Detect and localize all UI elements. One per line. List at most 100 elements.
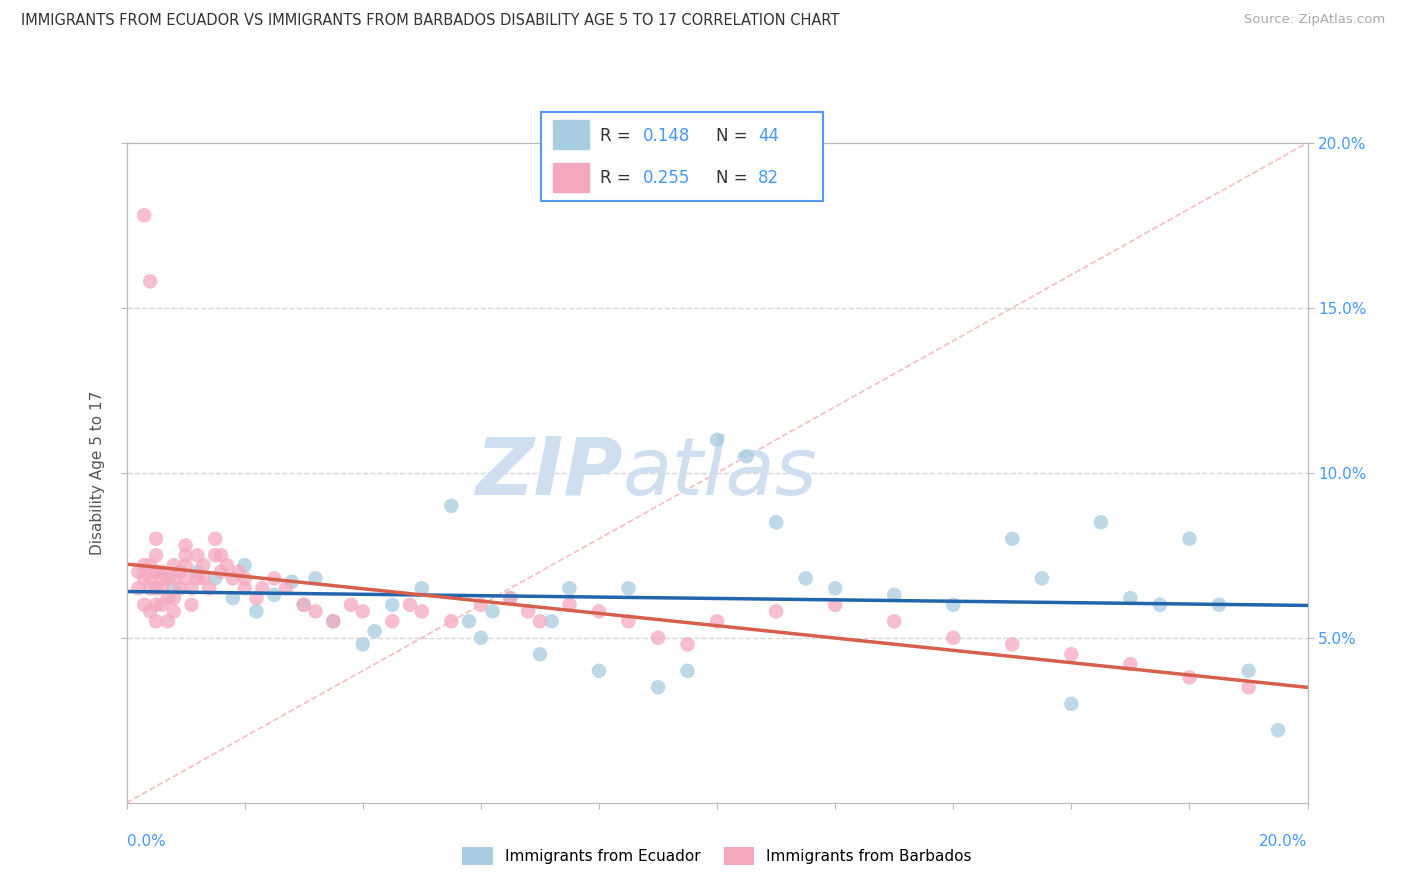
Point: [499, 591, 522, 606]
Point: [215, 558, 238, 573]
Point: [209, 565, 232, 579]
Point: [209, 548, 232, 563]
Point: [163, 604, 186, 618]
Point: [942, 631, 965, 645]
Text: IMMIGRANTS FROM ECUADOR VS IMMIGRANTS FROM BARBADOS DISABILITY AGE 5 TO 17 CORRE: IMMIGRANTS FROM ECUADOR VS IMMIGRANTS FR…: [21, 13, 839, 29]
Point: [540, 614, 562, 628]
Point: [204, 548, 226, 563]
Point: [499, 591, 522, 606]
Point: [735, 450, 758, 464]
Point: [134, 208, 156, 222]
Point: [145, 565, 167, 579]
Legend: Immigrants from Ecuador, Immigrants from Barbados: Immigrants from Ecuador, Immigrants from…: [456, 841, 979, 871]
Point: [233, 582, 256, 596]
Point: [322, 614, 344, 628]
Point: [198, 582, 221, 596]
Point: [1090, 516, 1112, 530]
Point: [150, 565, 173, 579]
Point: [233, 558, 256, 573]
Point: [150, 582, 173, 596]
Point: [169, 565, 191, 579]
Point: [145, 614, 167, 628]
Point: [145, 598, 167, 612]
Point: [676, 664, 699, 678]
Point: [322, 614, 344, 628]
Point: [1031, 571, 1053, 585]
Point: [411, 582, 433, 596]
Point: [1119, 657, 1142, 672]
Point: [647, 680, 669, 694]
Point: [794, 571, 817, 585]
Point: [174, 548, 197, 563]
Point: [1149, 598, 1171, 612]
Point: [1237, 664, 1260, 678]
Point: [765, 604, 787, 618]
Point: [204, 571, 226, 585]
Point: [134, 571, 156, 585]
Y-axis label: Disability Age 5 to 17: Disability Age 5 to 17: [90, 391, 105, 555]
Point: [529, 614, 551, 628]
Point: [204, 532, 226, 546]
Point: [765, 516, 787, 530]
Point: [252, 582, 274, 596]
Point: [186, 565, 208, 579]
Point: [145, 548, 167, 563]
Point: [127, 582, 149, 596]
Point: [1060, 697, 1083, 711]
Point: [1178, 670, 1201, 684]
Point: [1001, 532, 1024, 546]
Point: [139, 274, 162, 288]
Point: [222, 571, 245, 585]
Point: [1267, 723, 1289, 738]
Text: 44: 44: [758, 127, 779, 145]
Point: [706, 614, 728, 628]
Text: 0.148: 0.148: [643, 127, 690, 145]
Point: [156, 571, 179, 585]
Point: [193, 571, 215, 585]
Text: 20.0%: 20.0%: [1260, 834, 1308, 849]
Point: [263, 571, 285, 585]
Text: 0.0%: 0.0%: [127, 834, 166, 849]
Point: [588, 664, 610, 678]
Point: [174, 538, 197, 552]
Point: [134, 558, 156, 573]
Point: [150, 598, 173, 612]
Point: [363, 624, 385, 639]
Point: [1119, 591, 1142, 606]
Point: [352, 604, 374, 618]
Point: [470, 598, 492, 612]
Point: [706, 433, 728, 447]
Point: [169, 582, 191, 596]
Point: [381, 614, 404, 628]
Bar: [553, 163, 589, 192]
Point: [156, 591, 179, 606]
Point: [186, 548, 208, 563]
Point: [281, 574, 304, 589]
Point: [245, 604, 267, 618]
Point: [139, 604, 162, 618]
Point: [558, 598, 581, 612]
Point: [174, 571, 197, 585]
Point: [588, 604, 610, 618]
Point: [139, 582, 162, 596]
Point: [381, 598, 404, 612]
Point: [517, 604, 540, 618]
Point: [1001, 637, 1024, 651]
Point: [163, 591, 186, 606]
Point: [558, 582, 581, 596]
Point: [883, 588, 905, 602]
Point: [676, 637, 699, 651]
Point: [883, 614, 905, 628]
Point: [340, 598, 363, 612]
Point: [180, 582, 202, 596]
Point: [228, 565, 250, 579]
Point: [647, 631, 669, 645]
Point: [163, 571, 186, 585]
Bar: [553, 120, 589, 149]
Point: [481, 604, 503, 618]
Point: [139, 571, 162, 585]
Point: [134, 598, 156, 612]
Point: [163, 582, 186, 596]
Point: [1060, 648, 1083, 662]
Point: [824, 582, 846, 596]
